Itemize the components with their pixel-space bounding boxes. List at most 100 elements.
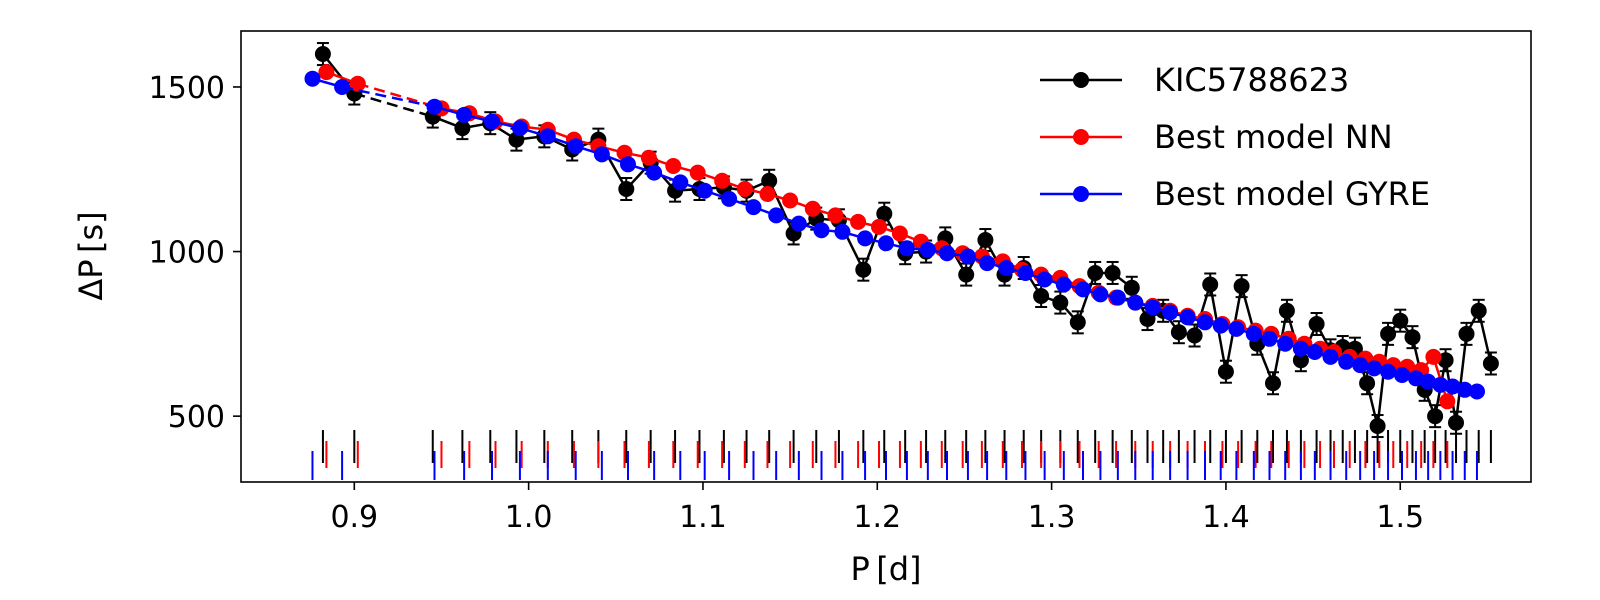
x-tick-label: 1.3 — [1028, 500, 1076, 535]
data-point — [1261, 330, 1278, 347]
legend-marker — [1073, 72, 1089, 88]
data-point — [1197, 314, 1213, 331]
data-point — [539, 128, 556, 145]
data-point — [827, 207, 844, 224]
data-point — [878, 235, 894, 252]
data-point — [850, 213, 867, 230]
data-point — [304, 70, 321, 87]
x-tick-label: 0.9 — [330, 500, 378, 535]
series-layer — [304, 42, 1499, 439]
data-point — [1162, 304, 1179, 321]
data-point — [1104, 265, 1121, 281]
data-point — [1366, 360, 1383, 377]
data-point — [1439, 393, 1456, 410]
legend-marker — [1073, 186, 1089, 202]
x-tick-label: 1.1 — [679, 500, 727, 535]
data-point — [1448, 414, 1464, 431]
data-point — [1444, 378, 1461, 395]
data-point — [1427, 408, 1444, 425]
data-point — [1036, 271, 1053, 288]
x-tick-label: 1.2 — [853, 500, 901, 535]
data-point — [426, 98, 443, 115]
data-point — [640, 149, 657, 166]
data-point — [1233, 278, 1250, 295]
data-point — [736, 181, 753, 197]
x-tick-label: 1.0 — [505, 500, 553, 535]
data-point — [349, 75, 366, 92]
data-point — [511, 120, 528, 137]
data-point — [1265, 375, 1281, 392]
data-point — [1380, 325, 1397, 342]
data-point — [919, 241, 936, 258]
data-point — [1392, 312, 1409, 329]
data-point — [1217, 363, 1234, 380]
data-point — [761, 172, 778, 189]
series-2 — [304, 70, 1485, 400]
data-point — [484, 113, 500, 130]
y-tick-label: 500 — [168, 400, 225, 435]
data-point — [813, 222, 830, 239]
data-point — [696, 182, 713, 199]
data-point — [745, 199, 762, 216]
data-point — [1033, 288, 1050, 304]
data-point — [567, 138, 584, 155]
data-point — [759, 186, 776, 202]
y-tick-label: 1000 — [149, 236, 225, 271]
data-point — [1482, 355, 1499, 372]
data-point — [1469, 383, 1485, 400]
data-point — [1407, 370, 1424, 387]
data-point — [1425, 348, 1442, 365]
data-point — [998, 260, 1015, 276]
data-point — [958, 266, 975, 283]
data-point — [1055, 276, 1072, 293]
data-point — [646, 164, 663, 181]
data-point — [871, 218, 887, 235]
data-point — [979, 255, 996, 272]
data-point — [1456, 381, 1473, 398]
data-point — [1338, 353, 1355, 370]
data-point — [620, 156, 636, 173]
legend: KIC5788623 Best model NN Best model GYRE — [1040, 61, 1430, 213]
data-point — [593, 146, 610, 163]
data-point — [768, 207, 785, 224]
data-point — [1109, 289, 1126, 306]
data-point — [1245, 325, 1262, 342]
data-point — [1179, 309, 1196, 326]
series-0 — [314, 42, 1499, 439]
data-point — [790, 215, 807, 232]
data-point — [1404, 329, 1421, 346]
data-point — [1278, 302, 1295, 319]
data-point — [334, 79, 351, 95]
data-point — [618, 181, 635, 197]
data-point — [1277, 335, 1294, 352]
data-point — [804, 200, 821, 217]
data-point — [782, 192, 799, 209]
data-point — [1470, 302, 1487, 319]
data-point — [1308, 316, 1325, 332]
data-point — [1306, 344, 1323, 360]
data-point — [1292, 340, 1309, 357]
axes-layer: 0.9 1.0 1.1 1.2 1.3 1.4 1.5 500 1000 1500 — [149, 71, 1424, 535]
plot-frame — [240, 30, 1532, 483]
data-point — [1432, 376, 1449, 393]
data-point — [689, 164, 706, 181]
data-point — [1087, 265, 1104, 281]
period-ticks — [311, 430, 1492, 480]
data-point — [977, 232, 994, 248]
data-point — [1292, 352, 1309, 369]
data-point — [1170, 324, 1187, 341]
data-point — [857, 230, 874, 247]
data-point — [1069, 314, 1086, 331]
legend-label: Best model NN — [1154, 118, 1393, 156]
data-point — [898, 240, 915, 257]
data-point — [1369, 418, 1386, 434]
data-point — [1017, 265, 1034, 281]
data-point — [1228, 320, 1245, 337]
legend-label: Best model GYRE — [1154, 175, 1430, 213]
series-gap-dashed — [341, 85, 435, 108]
legend-marker — [1073, 129, 1089, 145]
legend-label: KIC5788623 — [1154, 61, 1349, 99]
data-point — [891, 225, 908, 242]
x-tick-label: 1.5 — [1376, 500, 1424, 535]
